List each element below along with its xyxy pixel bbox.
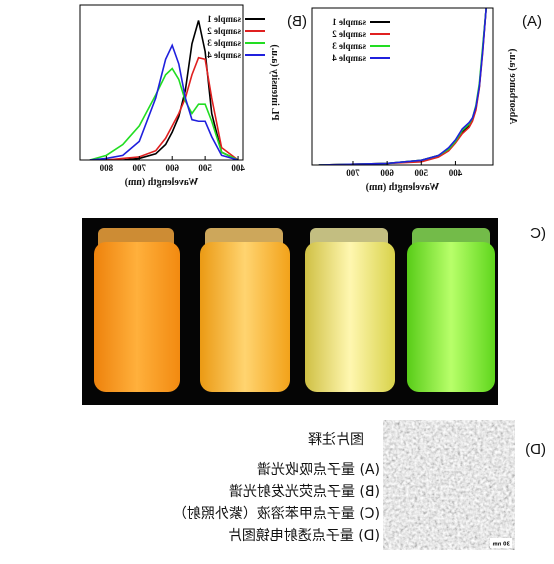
x-tick-label: 700	[132, 163, 146, 173]
caption-title: 图片注释	[308, 432, 364, 448]
caption-line: (C) 量子点甲苯溶液（紫外照射）	[173, 505, 380, 522]
caption-line: (D) 量子点透射电镜图片	[228, 528, 380, 544]
x-tick-label: 400	[448, 168, 462, 178]
x-tick-label: 500	[198, 163, 212, 173]
x-tick-label: 500	[414, 168, 428, 178]
data-line	[318, 8, 487, 165]
tem-image	[383, 420, 515, 550]
x-tick-label: 600	[380, 168, 394, 178]
caption-line: (A) 量子点吸收光谱	[257, 462, 380, 478]
legend-label: sample 2	[332, 29, 366, 39]
legend-label: sample 4	[332, 53, 366, 63]
legend-label: sample 3	[332, 41, 366, 51]
scale-bar-box	[490, 538, 512, 548]
legend-label: sample 4	[207, 50, 241, 60]
x-tick-label: 800	[99, 163, 113, 173]
x-tick-label: 700	[346, 168, 360, 178]
x-tick-label: 600	[165, 163, 179, 173]
plot-frame	[79, 4, 244, 161]
data-line	[89, 56, 239, 160]
legend-label: sample 1	[207, 14, 241, 24]
legend-label: sample 1	[332, 17, 366, 27]
y-axis-title: PL intensity (a.u.)	[269, 44, 280, 120]
plot-area	[89, 20, 239, 160]
legend-label: sample 2	[207, 26, 241, 36]
data-line	[89, 67, 239, 160]
x-axis-title: Wavelength (nm)	[366, 182, 440, 193]
plot-area	[318, 8, 487, 165]
scale-bar-label: 30 nm	[493, 542, 510, 548]
panel-label: (D)	[525, 441, 546, 458]
legend-label: sample 3	[207, 38, 241, 48]
x-axis-title: Wavelength (nm)	[125, 177, 199, 188]
y-axis-title: Absorbance (a.u.)	[507, 49, 518, 125]
plot-frame	[311, 7, 494, 166]
data-line	[89, 20, 239, 160]
x-tick-label: 400	[231, 163, 245, 173]
vials	[94, 228, 495, 392]
data-line	[89, 43, 239, 160]
panel-label: (C	[530, 225, 546, 242]
panel-label: (A)	[522, 13, 542, 30]
caption-line: (B) 量子点荧光发射光谱	[229, 483, 380, 500]
panel-label: (B)	[287, 13, 307, 30]
